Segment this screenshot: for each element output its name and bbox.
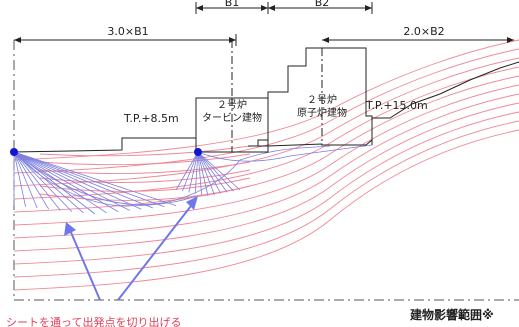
reactor-level-label: T.P.+15.0m [365, 99, 428, 112]
turbine-building-label-1: ２号炉 [217, 99, 247, 111]
right-origin-marker [194, 148, 202, 156]
fan-envelope [13, 145, 331, 205]
fan-line-right [175, 151, 199, 191]
fan-line-left [13, 151, 61, 211]
slip-line [13, 75, 519, 213]
fan-line-left [13, 151, 38, 209]
slip-line [13, 66, 519, 200]
turbine-level-label: T.P.+8.5m [123, 112, 179, 125]
pointer-arrowheads [64, 196, 198, 236]
slip-line [13, 111, 519, 265]
fan-line-left [13, 151, 142, 210]
fan-line-left [13, 151, 177, 206]
reactor-building-label-1: ２号炉 [307, 94, 337, 106]
turbine-building-label-2: タービン建物 [202, 111, 262, 124]
dimension-label-left-span: 3.0×B1 [107, 25, 148, 38]
fan-envelope-right [197, 144, 373, 162]
fan-line-left [13, 151, 119, 212]
slip-line [13, 57, 519, 187]
fan-line-right [194, 151, 199, 194]
fan-line-right [197, 151, 222, 194]
fan-line-left [13, 151, 165, 208]
fan-line-right [197, 151, 241, 191]
range-label: 建物影響範囲※ [409, 307, 494, 322]
fan-line-left [13, 151, 50, 210]
slip-line [13, 93, 519, 239]
slip-line [13, 129, 519, 291]
fan-line-left [13, 151, 84, 214]
dimension-lines [14, 2, 514, 46]
slip-line [13, 120, 519, 278]
slip-arc [39, 153, 251, 166]
dimension-label-right-span: 2.0×B2 [403, 25, 444, 38]
slip-line [13, 102, 519, 252]
fan-envelope-inner [13, 151, 197, 207]
slip-line-group [13, 39, 519, 291]
fan-line-right [182, 151, 199, 192]
fan-line-group [13, 144, 373, 215]
slip-arc [39, 185, 251, 201]
left-origin-marker [10, 148, 18, 156]
dimension-arrows [14, 5, 514, 43]
fan-line-left [13, 151, 154, 209]
ground-and-buildings [13, 40, 519, 153]
reactor-building-label-2: 原子炉建物 [297, 106, 347, 119]
slip-arc [39, 161, 251, 175]
slip-line [13, 84, 519, 226]
slip-arc [39, 145, 251, 157]
slip-line [13, 39, 519, 161]
pointer-arrows [69, 201, 195, 301]
dimension-label-b1: B1 [225, 0, 240, 9]
fan-line-right [188, 151, 199, 193]
fan-line-right [197, 151, 234, 192]
fan-line-left [13, 151, 130, 211]
slip-line [13, 48, 519, 174]
fan-line-right [197, 151, 228, 193]
fan-line-right [197, 151, 209, 197]
slip-arc [39, 177, 251, 192]
reactor-building [267, 47, 373, 146]
fan-line-left [13, 151, 26, 207]
dimension-label-b2: B2 [315, 0, 330, 9]
fan-line-right [197, 151, 202, 195]
arrow-note: シートを通って出発点を切り出げる [6, 315, 181, 327]
fan-line-right [197, 151, 215, 195]
